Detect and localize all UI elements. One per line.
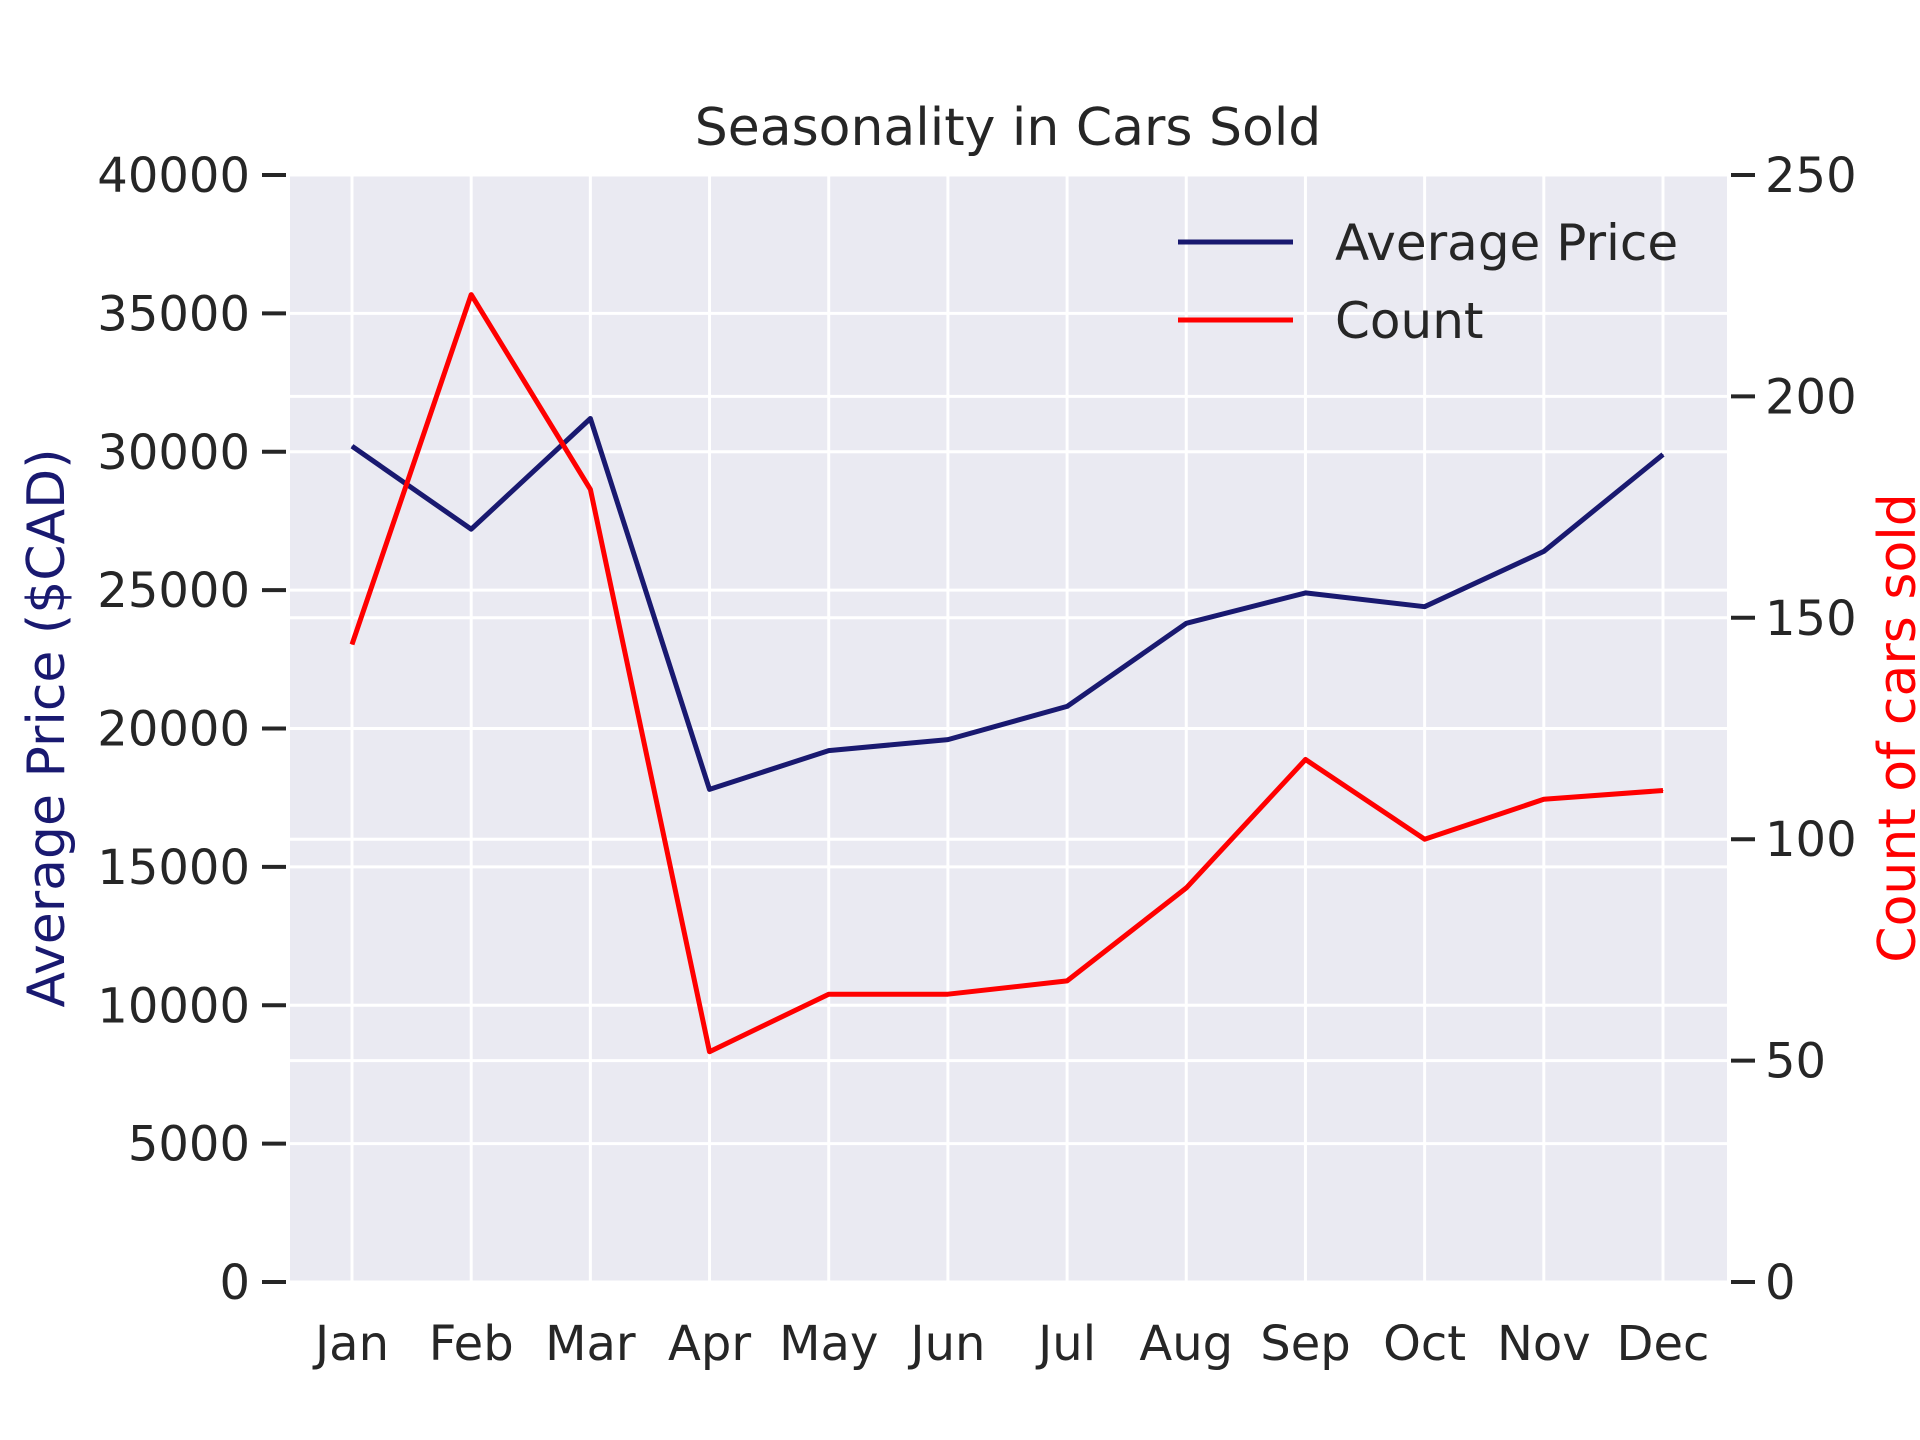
left-tick-label: 40000 (97, 148, 250, 204)
data-point (709, 1051, 711, 1053)
left-tick-label: 35000 (97, 286, 250, 342)
data-point (589, 418, 591, 420)
left-tick-label: 20000 (97, 702, 250, 758)
data-point (351, 643, 353, 645)
data-point (1066, 980, 1068, 982)
data-point (1662, 789, 1664, 791)
data-point (947, 993, 949, 995)
x-tick-label: Nov (1497, 1316, 1591, 1372)
x-tick-label: Aug (1139, 1316, 1233, 1372)
data-point (1543, 798, 1545, 800)
data-point (709, 788, 711, 790)
series-line-count (349, 292, 1664, 1055)
right-tick-label: 150 (1765, 591, 1857, 647)
x-tick-label: May (779, 1316, 878, 1372)
data-point (351, 445, 353, 447)
legend: Average Price Count (1178, 214, 1678, 350)
left-tick-label: 30000 (97, 425, 250, 481)
left-axis-label: Average Price ($CAD) (17, 448, 77, 1007)
right-tick-label: 200 (1765, 369, 1857, 425)
right-tick-label: 50 (1765, 1034, 1826, 1090)
right-tick-label: 250 (1765, 148, 1857, 204)
data-point (589, 488, 591, 490)
left-tick-label: 10000 (97, 978, 250, 1034)
x-tick-label: Sep (1260, 1316, 1350, 1372)
x-tick-label: Feb (429, 1316, 514, 1372)
data-point (470, 294, 472, 296)
right-tick-label: 0 (1765, 1255, 1796, 1311)
data-point (828, 750, 830, 752)
legend-label-count: Count (1335, 292, 1484, 350)
chart-title: Seasonality in Cars Sold (695, 98, 1322, 158)
x-tick-label: Jul (1035, 1316, 1096, 1372)
x-tick-label: Dec (1617, 1316, 1710, 1372)
data-point (470, 528, 472, 530)
left-tick-label: 25000 (97, 563, 250, 619)
data-point (1066, 705, 1068, 707)
data-point (1304, 758, 1306, 760)
data-point (947, 739, 949, 741)
left-y-axis: 0 5000 10000 15000 20000 25000 30000 35000 40000 (97, 148, 286, 1311)
x-tick-label: Jun (907, 1316, 985, 1372)
right-tick-label: 100 (1765, 812, 1857, 868)
data-point (1424, 606, 1426, 608)
left-tick-label: 5000 (128, 1117, 250, 1173)
x-tick-label: Apr (668, 1316, 751, 1372)
series-line-average-price (350, 416, 1665, 792)
left-tick-label: 0 (219, 1255, 250, 1311)
x-axis: Jan Feb Mar Apr May Jun Jul Aug Sep Oct Nov Dec (312, 1316, 1709, 1372)
x-tick-label: Mar (545, 1316, 636, 1372)
x-tick-label: Oct (1383, 1316, 1466, 1372)
right-y-axis: 0 50 100 150 200 250 (1731, 148, 1857, 1311)
legend-label-average-price: Average Price (1335, 214, 1678, 272)
data-point (1304, 592, 1306, 594)
data-point (828, 993, 830, 995)
data-point (1662, 454, 1664, 456)
x-tick-label: Jan (312, 1316, 389, 1372)
data-point (1424, 838, 1426, 840)
left-tick-label: 15000 (97, 840, 250, 896)
gridlines (290, 173, 1727, 1284)
right-axis-label: Count of cars sold (1868, 493, 1920, 962)
data-point (1185, 887, 1187, 889)
data-point (1185, 622, 1187, 624)
data-point (1543, 550, 1545, 552)
series-lines (349, 292, 1665, 1055)
